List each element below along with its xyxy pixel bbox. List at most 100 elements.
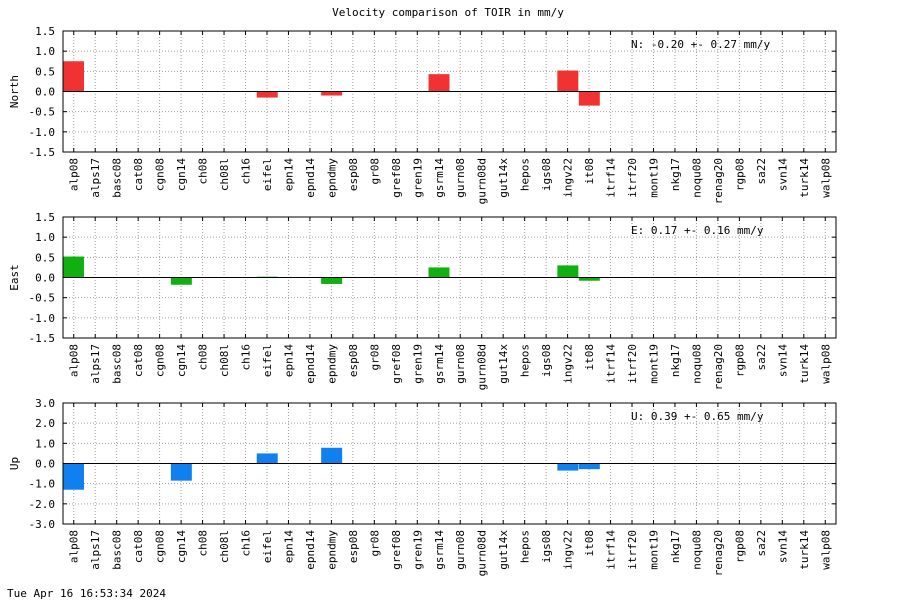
x-tick-label: gut14x bbox=[497, 530, 510, 570]
x-tick-label: cgn14 bbox=[175, 530, 188, 563]
x-tick-label: igs08 bbox=[540, 344, 553, 377]
bar-alp08 bbox=[63, 61, 84, 92]
x-tick-label: epnd14 bbox=[304, 344, 317, 384]
bar-it08 bbox=[578, 463, 600, 470]
panel-north: 1.5 1.0 0.5 0.0 -0.5 -1.0 -1.5 alp08 alps17 basc0… bbox=[8, 25, 837, 204]
bar-gsrm14 bbox=[428, 74, 450, 92]
bar-ingv22 bbox=[557, 70, 579, 92]
x-tick-label: igs08 bbox=[540, 530, 553, 563]
x-tick-label: renag20 bbox=[712, 344, 725, 390]
y-axis-label: North bbox=[8, 75, 21, 108]
panel-up: 3.0 2.0 1.0 0.0 -1.0 -2.0 -3.0 alp08 alps17 basc0… bbox=[8, 397, 837, 576]
x-tick-label: it08 bbox=[583, 344, 596, 371]
y-tick-label: 1.0 bbox=[35, 45, 55, 58]
bar-eifel bbox=[256, 91, 278, 98]
x-tick-label: gurn08 bbox=[454, 158, 467, 198]
x-tick-label: gr08 bbox=[368, 158, 381, 185]
y-tick-label: -1.5 bbox=[29, 146, 56, 159]
x-tick-label: itrf20 bbox=[626, 158, 639, 198]
plot-frame bbox=[62, 402, 837, 525]
y-tick-label: 1.5 bbox=[35, 25, 55, 38]
x-tick-label: noqu08 bbox=[690, 158, 703, 198]
x-tick-label: gren19 bbox=[411, 344, 424, 384]
x-tick-label: sa22 bbox=[755, 158, 768, 185]
x-tick-label: turk14 bbox=[798, 158, 811, 198]
bar-eifel bbox=[256, 453, 278, 464]
x-tick-label: gut14x bbox=[497, 344, 510, 384]
x-tick-label: cgn08 bbox=[154, 158, 167, 191]
x-tick-label: eifel bbox=[261, 158, 274, 191]
x-tick-label: noqu08 bbox=[690, 530, 703, 570]
bar-cgn14 bbox=[170, 463, 192, 481]
y-tick-label: -3.0 bbox=[29, 518, 56, 531]
x-tick-label: gurn08d bbox=[476, 530, 489, 576]
x-tick-label: alps17 bbox=[89, 530, 102, 570]
x-tick-label: itrf20 bbox=[626, 344, 639, 384]
y-tick-label: 0.0 bbox=[35, 458, 55, 471]
x-tick-label: mont19 bbox=[647, 158, 660, 198]
chart-panels: 1.5 1.0 0.5 0.0 -0.5 -1.0 -1.5 alp08 alps17 basc0… bbox=[8, 25, 837, 576]
x-tick-label: nkg17 bbox=[669, 530, 682, 563]
x-tick-label: hepos bbox=[519, 344, 532, 377]
x-tick-label: svn14 bbox=[776, 158, 789, 191]
x-tick-label: ingv22 bbox=[562, 158, 575, 198]
x-tick-label: cat08 bbox=[132, 530, 145, 563]
y-tick-label: -1.0 bbox=[29, 312, 56, 325]
x-tick-label: epndmy bbox=[325, 344, 338, 384]
y-tick-label: 0.0 bbox=[35, 86, 55, 99]
x-tick-label: alp08 bbox=[68, 530, 81, 563]
x-tick-label: ch08l bbox=[218, 344, 231, 377]
x-tick-label: esp08 bbox=[347, 158, 360, 191]
x-tick-label: gr08 bbox=[368, 344, 381, 371]
y-tick-label: -1.5 bbox=[29, 332, 56, 345]
x-tick-label: rgp08 bbox=[733, 530, 746, 563]
y-tick-label: -0.5 bbox=[29, 292, 56, 305]
x-tick-label: svn14 bbox=[776, 530, 789, 563]
stat-annotation: N: -0.20 +- 0.27 mm/y bbox=[631, 38, 770, 51]
x-tick-label: gsrm14 bbox=[433, 344, 446, 384]
x-tick-label: ch16 bbox=[240, 344, 253, 371]
x-tick-label: rgp08 bbox=[733, 344, 746, 377]
x-tick-label: alps17 bbox=[89, 344, 102, 384]
x-tick-label: walp08 bbox=[819, 530, 832, 570]
y-tick-label: 0.0 bbox=[35, 272, 55, 285]
y-tick-label: 0.5 bbox=[35, 65, 55, 78]
bar-ingv22 bbox=[557, 463, 579, 471]
x-tick-label: gref08 bbox=[390, 530, 403, 570]
x-tick-label: gren19 bbox=[411, 530, 424, 570]
stat-annotation: E: 0.17 +- 0.16 mm/y bbox=[631, 224, 764, 237]
x-tick-label: gr08 bbox=[368, 530, 381, 557]
x-tick-label: gurn08 bbox=[454, 344, 467, 384]
x-tick-label: epn14 bbox=[282, 344, 295, 377]
x-tick-label: esp08 bbox=[347, 530, 360, 563]
x-tick-label: gref08 bbox=[390, 158, 403, 198]
x-tick-label: renag20 bbox=[712, 530, 725, 576]
y-tick-label: -1.0 bbox=[29, 478, 56, 491]
y-tick-label: 0.5 bbox=[35, 251, 55, 264]
x-tick-label: cat08 bbox=[132, 344, 145, 377]
x-tick-label: mont19 bbox=[647, 344, 660, 384]
y-tick-label: 1.0 bbox=[35, 437, 55, 450]
x-tick-label: gut14x bbox=[497, 158, 510, 198]
x-tick-label: ch08 bbox=[197, 158, 210, 185]
x-tick-label: nkg17 bbox=[669, 158, 682, 191]
x-tick-label: gref08 bbox=[390, 344, 403, 384]
x-tick-label: cgn14 bbox=[175, 344, 188, 377]
bar-epndmy bbox=[321, 91, 343, 96]
x-tick-label: walp08 bbox=[819, 344, 832, 384]
x-tick-label: noqu08 bbox=[690, 344, 703, 384]
x-tick-label: svn14 bbox=[776, 344, 789, 377]
x-tick-label: gren19 bbox=[411, 158, 424, 198]
y-axis-label: Up bbox=[8, 457, 21, 470]
bar-cgn14 bbox=[170, 277, 192, 285]
x-tick-label: ch08l bbox=[218, 530, 231, 563]
bar-epndmy bbox=[321, 447, 343, 464]
x-tick-label: ch16 bbox=[240, 158, 253, 185]
x-tick-label: basc08 bbox=[111, 158, 124, 198]
x-tick-label: cgn08 bbox=[154, 344, 167, 377]
x-tick-label: epn14 bbox=[282, 530, 295, 563]
bar-ingv22 bbox=[557, 265, 579, 278]
x-tick-label: gurn08 bbox=[454, 530, 467, 570]
x-tick-label: cat08 bbox=[132, 158, 145, 191]
x-tick-label: ingv22 bbox=[562, 530, 575, 570]
